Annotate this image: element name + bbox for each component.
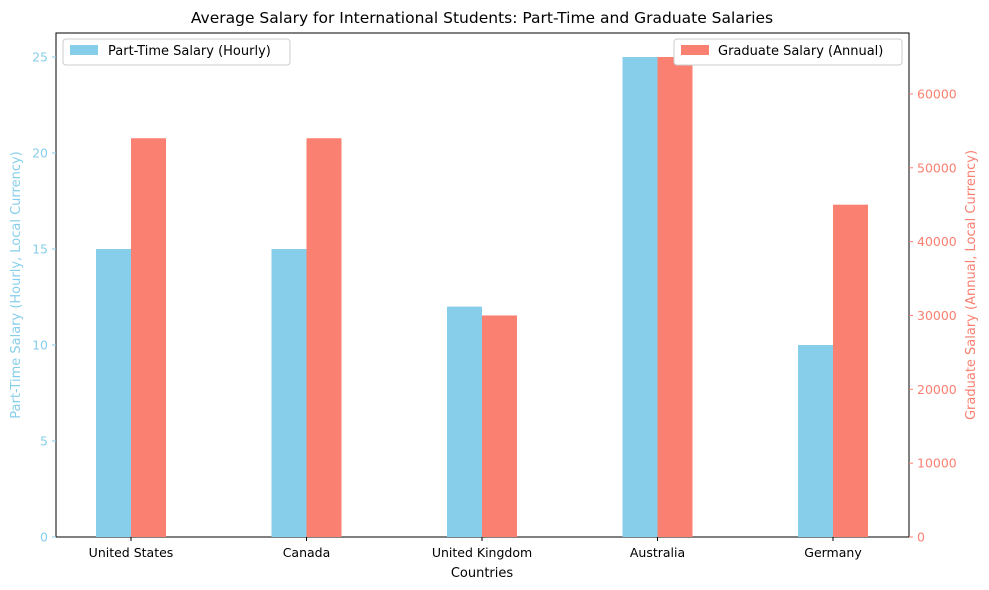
left-y-tick-label: 15 [32,242,48,257]
x-tick-label: Australia [630,545,685,560]
x-axis-title: Countries [451,566,514,581]
bar-graduate-germany [833,204,868,537]
right-y-tick-label: 40000 [917,234,957,249]
x-tick-label: United States [89,545,174,560]
bar-graduate-united-kingdom [482,315,517,537]
x-tick-label: United Kingdom [432,545,532,560]
bars-layer [96,57,868,537]
bar-part-time-germany [798,345,833,537]
chart-title: Average Salary for International Student… [191,9,773,27]
bar-graduate-united-states [131,138,166,537]
right-y-tick-label: 50000 [917,160,957,175]
left-y-axis-title: Part-Time Salary (Hourly, Local Currency… [9,151,24,419]
x-tick-label: Germany [804,545,862,560]
bar-part-time-australia [622,57,658,537]
legend-right-box [673,38,903,66]
bar-part-time-united-kingdom [447,306,482,537]
left-y-tick-label: 0 [40,530,48,545]
legend-swatch-graduate [681,45,709,55]
bar-part-time-canada [271,249,307,537]
legend-label-graduate: Graduate Salary (Annual) [718,44,883,59]
right-y-tick-label: 0 [917,530,925,545]
bar-graduate-canada [306,138,342,537]
bar-graduate-australia [657,57,693,537]
legend-part-time: Part-Time Salary (Hourly) [62,38,291,66]
legend-label-part-time: Part-Time Salary (Hourly) [108,44,271,59]
x-tick-label: Canada [283,545,331,560]
right-y-tick-label: 30000 [917,308,957,323]
left-y-tick-label: 10 [32,338,48,353]
right-y-tick-label: 60000 [917,86,957,101]
legend-swatch-part-time [70,45,98,55]
right-y-tick-label: 10000 [917,456,957,471]
legend-graduate: Graduate Salary (Annual) [673,38,903,66]
right-y-axis-title: Graduate Salary (Annual, Local Currency) [964,150,979,420]
left-y-axis: 0 5 10 15 20 25 [32,50,56,545]
right-y-tick-label: 20000 [917,382,957,397]
left-y-tick-label: 20 [32,146,48,161]
bar-part-time-united-states [96,249,131,537]
right-y-axis: 0 10000 20000 30000 40000 50000 60000 [909,86,957,545]
legend-left-box [62,38,291,66]
left-y-tick-label: 25 [32,50,48,65]
x-axis: United States Canada United Kingdom Austral… [89,537,862,560]
left-y-tick-label: 5 [40,434,48,449]
